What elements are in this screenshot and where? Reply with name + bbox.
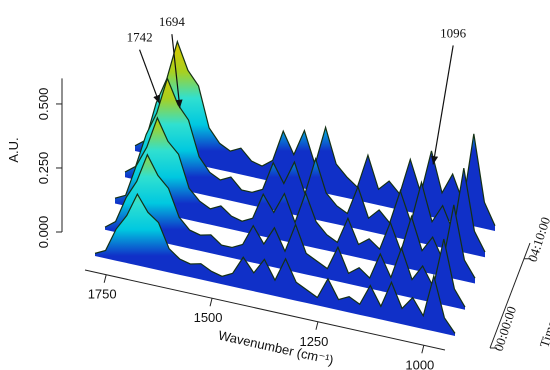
- x-tick-label: 1250: [299, 334, 328, 349]
- annotation-label: 1694: [159, 14, 186, 29]
- spectrum-area: [95, 194, 455, 336]
- y-tick-label: 0.500: [36, 88, 51, 121]
- z-tick-label: 04:10:00: [525, 215, 550, 264]
- x-tick-label: 1500: [194, 310, 223, 325]
- spectrum-area: [125, 78, 485, 258]
- y-tick-label: 0.000: [36, 216, 51, 249]
- x-tick-label: 1750: [88, 287, 117, 302]
- annotation-arrow: [139, 49, 161, 104]
- z-axis-line: [489, 242, 531, 349]
- annotation-label: 1096: [440, 25, 467, 40]
- annotation-label: 1742: [127, 30, 153, 45]
- y-axis-title: A.U.: [6, 137, 21, 162]
- spectrum-area: [105, 154, 465, 310]
- y-tick-label: 0.250: [36, 152, 51, 185]
- x-tick: [421, 345, 425, 354]
- spectrum-line: [114, 116, 476, 279]
- spectrum-area: [135, 41, 495, 232]
- z-axis-title: Time: [536, 319, 550, 350]
- surface: [94, 39, 496, 336]
- x-tick: [103, 274, 107, 283]
- x-axis-line: [84, 269, 446, 351]
- annotation-arrow: [431, 45, 454, 165]
- spectrum-area: [115, 117, 475, 284]
- z-tick-label: 00:00:00: [491, 304, 520, 353]
- x-tick: [209, 298, 213, 307]
- spectrum-line: [104, 153, 466, 308]
- x-tick-label: 1000: [405, 357, 434, 370]
- spectrum-line: [94, 192, 456, 334]
- x-tick: [315, 321, 319, 330]
- annotation-arrow: [171, 34, 183, 109]
